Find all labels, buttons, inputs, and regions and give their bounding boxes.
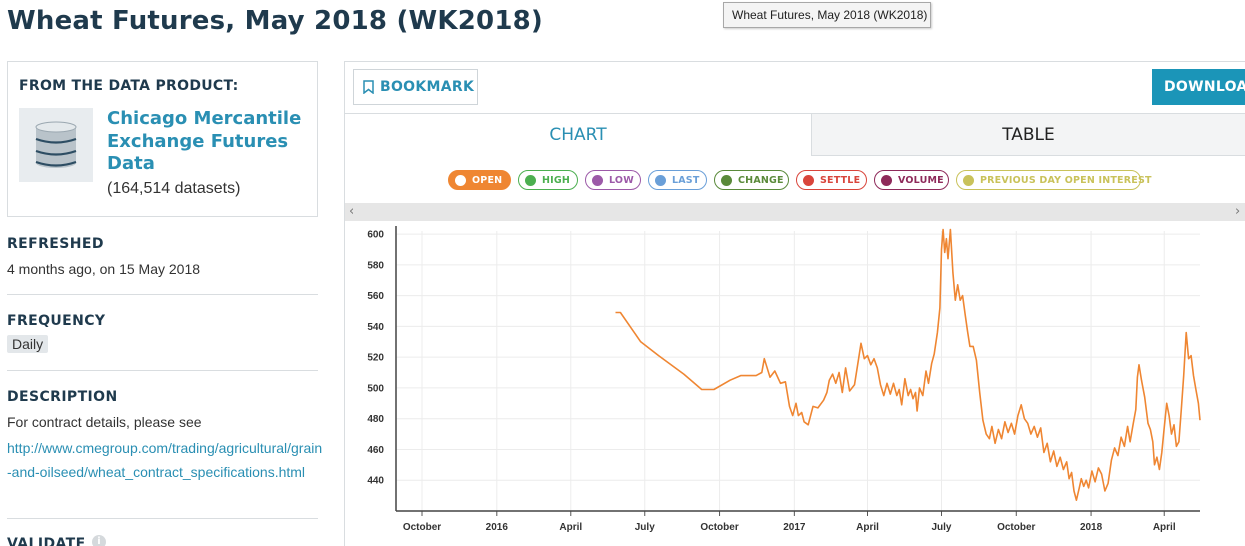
- divider: [7, 294, 318, 295]
- download-button[interactable]: DOWNLOAD: [1152, 69, 1245, 105]
- description-heading: DESCRIPTION: [7, 389, 118, 405]
- chart-axes: [395, 226, 1200, 516]
- data-product-card: FROM THE DATA PRODUCT: Chicago Mercantil…: [7, 61, 318, 217]
- legend-toggle-previous-day-open-interest[interactable]: PREVIOUS DAY OPEN INTEREST: [956, 170, 1151, 190]
- legend-toggle-change[interactable]: CHANGE: [714, 170, 789, 190]
- scroll-left-icon[interactable]: ‹: [349, 204, 355, 219]
- legend-label: PREVIOUS DAY OPEN INTEREST: [980, 174, 1152, 186]
- legend-label: LAST: [672, 174, 700, 186]
- legend-label: HIGH: [542, 174, 571, 186]
- legend-label: VOLUME: [898, 174, 944, 186]
- legend-dot-icon: [455, 174, 466, 186]
- x-tick-label: 2018: [1080, 522, 1103, 533]
- legend-dot-icon: [963, 174, 974, 186]
- y-tick-label: 480: [367, 414, 384, 425]
- title-tooltip: Wheat Futures, May 2018 (WK2018): [723, 2, 931, 28]
- frequency-heading: FREQUENCY: [7, 313, 106, 329]
- legend-dot-icon: [721, 174, 732, 186]
- legend-toggle-low[interactable]: LOW: [585, 170, 641, 190]
- legend-toggle-high[interactable]: HIGH: [518, 170, 578, 190]
- database-icon: [19, 108, 93, 182]
- bookmark-button[interactable]: BOOKMARK: [353, 69, 478, 105]
- description-text: For contract details, please see: [7, 414, 202, 430]
- info-icon[interactable]: i: [92, 535, 106, 546]
- legend-toggle-last[interactable]: LAST: [648, 170, 707, 190]
- x-tick-label: April: [1153, 522, 1176, 533]
- x-tick-label: October: [997, 522, 1035, 533]
- legend-dot-icon: [803, 174, 814, 186]
- refreshed-heading: REFRESHED: [7, 236, 104, 252]
- legend-dot-icon: [881, 174, 892, 186]
- y-tick-label: 520: [367, 353, 384, 364]
- divider: [7, 518, 318, 519]
- legend-label: OPEN: [472, 174, 503, 186]
- chart-grid: [396, 231, 1200, 511]
- x-axis-ticks: October 2016 April July October 2017 April July…: [403, 522, 1176, 533]
- y-tick-label: 600: [367, 230, 384, 241]
- y-tick-label: 500: [367, 383, 384, 394]
- x-tick-label: October: [403, 522, 441, 533]
- contract-specs-link[interactable]: http://www.cmegroup.com/trading/agricult…: [7, 440, 323, 480]
- legend-dot-icon: [592, 174, 603, 186]
- legend-dot-icon: [525, 174, 536, 186]
- chart-navigator-scrollbar[interactable]: ‹ ›: [345, 203, 1245, 221]
- bookmark-icon: [363, 80, 374, 94]
- chart-series: [615, 228, 1201, 501]
- refreshed-value: 4 months ago, on 15 May 2018: [7, 261, 201, 277]
- series-toggle-legend: OPEN HIGH LOW LAST CHANGE SETTLE VOLUME …: [0, 170, 1245, 190]
- data-product-label: FROM THE DATA PRODUCT:: [19, 78, 239, 94]
- legend-toggle-volume[interactable]: VOLUME: [874, 170, 949, 190]
- y-tick-label: 460: [367, 445, 384, 456]
- legend-label: LOW: [609, 174, 634, 186]
- x-tick-label: 2017: [783, 522, 806, 533]
- y-tick-label: 540: [367, 322, 384, 333]
- divider: [7, 370, 318, 371]
- x-tick-label: July: [931, 522, 951, 533]
- data-product-link[interactable]: Chicago Mercantile Exchange Futures Data: [107, 108, 302, 174]
- legend-label: SETTLE: [820, 174, 861, 186]
- x-tick-label: 2016: [486, 522, 509, 533]
- page-title: Wheat Futures, May 2018 (WK2018): [7, 6, 544, 36]
- tab-table[interactable]: TABLE: [811, 113, 1245, 156]
- x-tick-label: April: [559, 522, 582, 533]
- scroll-right-icon[interactable]: ›: [1235, 204, 1241, 219]
- x-tick-label: July: [635, 522, 655, 533]
- legend-dot-icon: [655, 174, 666, 186]
- main-panel: [344, 61, 1245, 546]
- y-tick-label: 560: [367, 291, 384, 302]
- y-axis-ticks: 440 460 480 500 520 540 560 580 600: [367, 230, 384, 487]
- legend-toggle-open[interactable]: OPEN: [448, 170, 511, 190]
- y-tick-label: 440: [367, 476, 384, 487]
- validate-heading: VALIDATE: [7, 536, 86, 546]
- download-label: DOWNLOAD: [1164, 79, 1245, 95]
- x-tick-label: October: [700, 522, 738, 533]
- legend-toggle-settle[interactable]: SETTLE: [796, 170, 867, 190]
- bookmark-label: BOOKMARK: [380, 79, 475, 95]
- y-tick-label: 580: [367, 260, 384, 271]
- x-tick-label: April: [856, 522, 879, 533]
- tab-chart[interactable]: CHART: [345, 113, 811, 156]
- legend-label: CHANGE: [738, 174, 784, 186]
- chart-area[interactable]: 440 460 480 500 520 540 560 580 600 October 2016 A…: [345, 221, 1245, 546]
- data-product-count: (164,514 datasets): [107, 180, 241, 197]
- frequency-badge: Daily: [7, 335, 49, 353]
- open-price-series-line: [615, 228, 1201, 501]
